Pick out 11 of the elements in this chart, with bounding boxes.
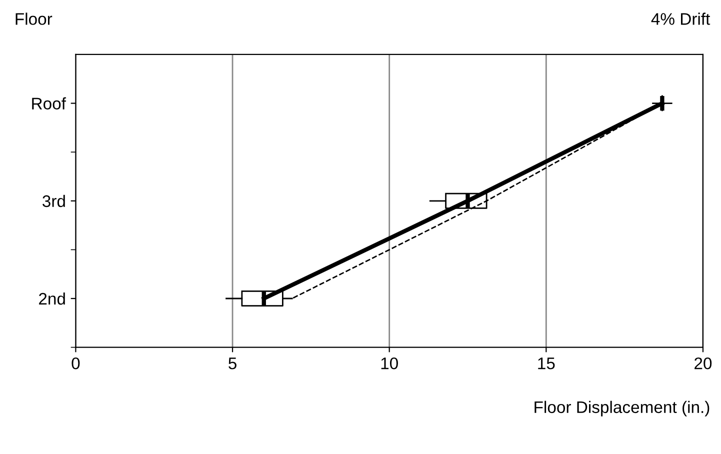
- y-tick-label: 2nd: [39, 292, 65, 305]
- y-tick-label: 3rd: [42, 194, 65, 208]
- x-tick-label: 15: [538, 358, 555, 370]
- x-axis-title: Floor Displacement (in.): [534, 400, 710, 416]
- y-tick-label: Roof: [32, 97, 66, 110]
- x-tick-label: 0: [72, 357, 80, 370]
- x-tick-label: 10: [381, 357, 398, 370]
- x-tick-label: 5: [228, 358, 236, 370]
- chart-title: 4% Drift: [651, 12, 710, 25]
- y-axis-title: Floor: [16, 12, 52, 25]
- x-tick-label: 20: [694, 357, 712, 370]
